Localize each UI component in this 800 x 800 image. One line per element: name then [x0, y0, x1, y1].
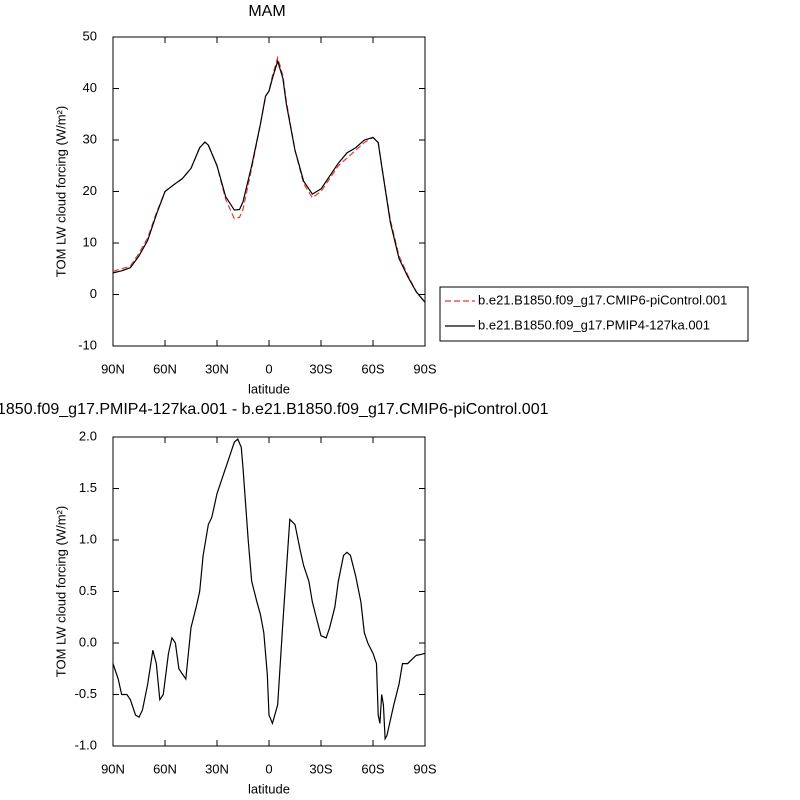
y-tick-label: 0.5: [79, 583, 97, 598]
y-tick-label: 40: [83, 80, 97, 95]
chart-title: MAM: [248, 3, 285, 20]
x-tick-label: 30N: [205, 361, 229, 376]
y-tick-label: 20: [83, 183, 97, 198]
plot-frame: [112, 36, 426, 347]
y-tick-label: 30: [83, 131, 97, 146]
x-tick-label: 0: [265, 361, 272, 376]
y-tick-label: -0.5: [75, 686, 97, 701]
chart-title: 1850.f09_g17.PMIP4-127ka.001 - b.e21.B18…: [0, 401, 549, 418]
series-line: [112, 55, 426, 303]
y-tick-label: 1.0: [79, 531, 97, 546]
x-tick-label: 30N: [205, 761, 229, 776]
y-tick-label: 50: [83, 28, 97, 43]
y-tick-label: -1.0: [75, 737, 97, 752]
y-tick-label: 0: [90, 286, 97, 301]
legend-label: b.e21.B1850.f09_g17.CMIP6-piControl.001: [478, 292, 727, 307]
y-tick-label: 2.0: [79, 428, 97, 443]
x-tick-label: 90S: [413, 761, 436, 776]
x-tick-label: 90S: [413, 361, 436, 376]
x-axis-label: latitude: [248, 381, 290, 396]
x-tick-label: 30S: [309, 761, 332, 776]
series-line: [112, 438, 426, 741]
legend-box: [439, 286, 749, 342]
x-tick-label: 60S: [361, 761, 384, 776]
y-axis-label: TOM LW cloud forcing (W/m²): [53, 106, 68, 277]
y-tick-label: 0.0: [79, 634, 97, 649]
x-tick-label: 30S: [309, 361, 332, 376]
x-tick-label: 60N: [153, 761, 177, 776]
x-tick-label: 90N: [101, 761, 125, 776]
x-axis-label: latitude: [248, 781, 290, 796]
x-tick-label: 0: [265, 761, 272, 776]
y-tick-label: 10: [83, 234, 97, 249]
y-tick-label: 1.5: [79, 480, 97, 495]
x-tick-label: 60N: [153, 361, 177, 376]
legend-label: b.e21.B1850.f09_g17.PMIP4-127ka.001: [478, 317, 710, 332]
x-tick-label: 60S: [361, 361, 384, 376]
y-tick-label: -10: [78, 337, 97, 352]
series-line: [112, 59, 426, 303]
y-axis-label: TOM LW cloud forcing (W/m²): [53, 506, 68, 677]
x-tick-label: 90N: [101, 361, 125, 376]
